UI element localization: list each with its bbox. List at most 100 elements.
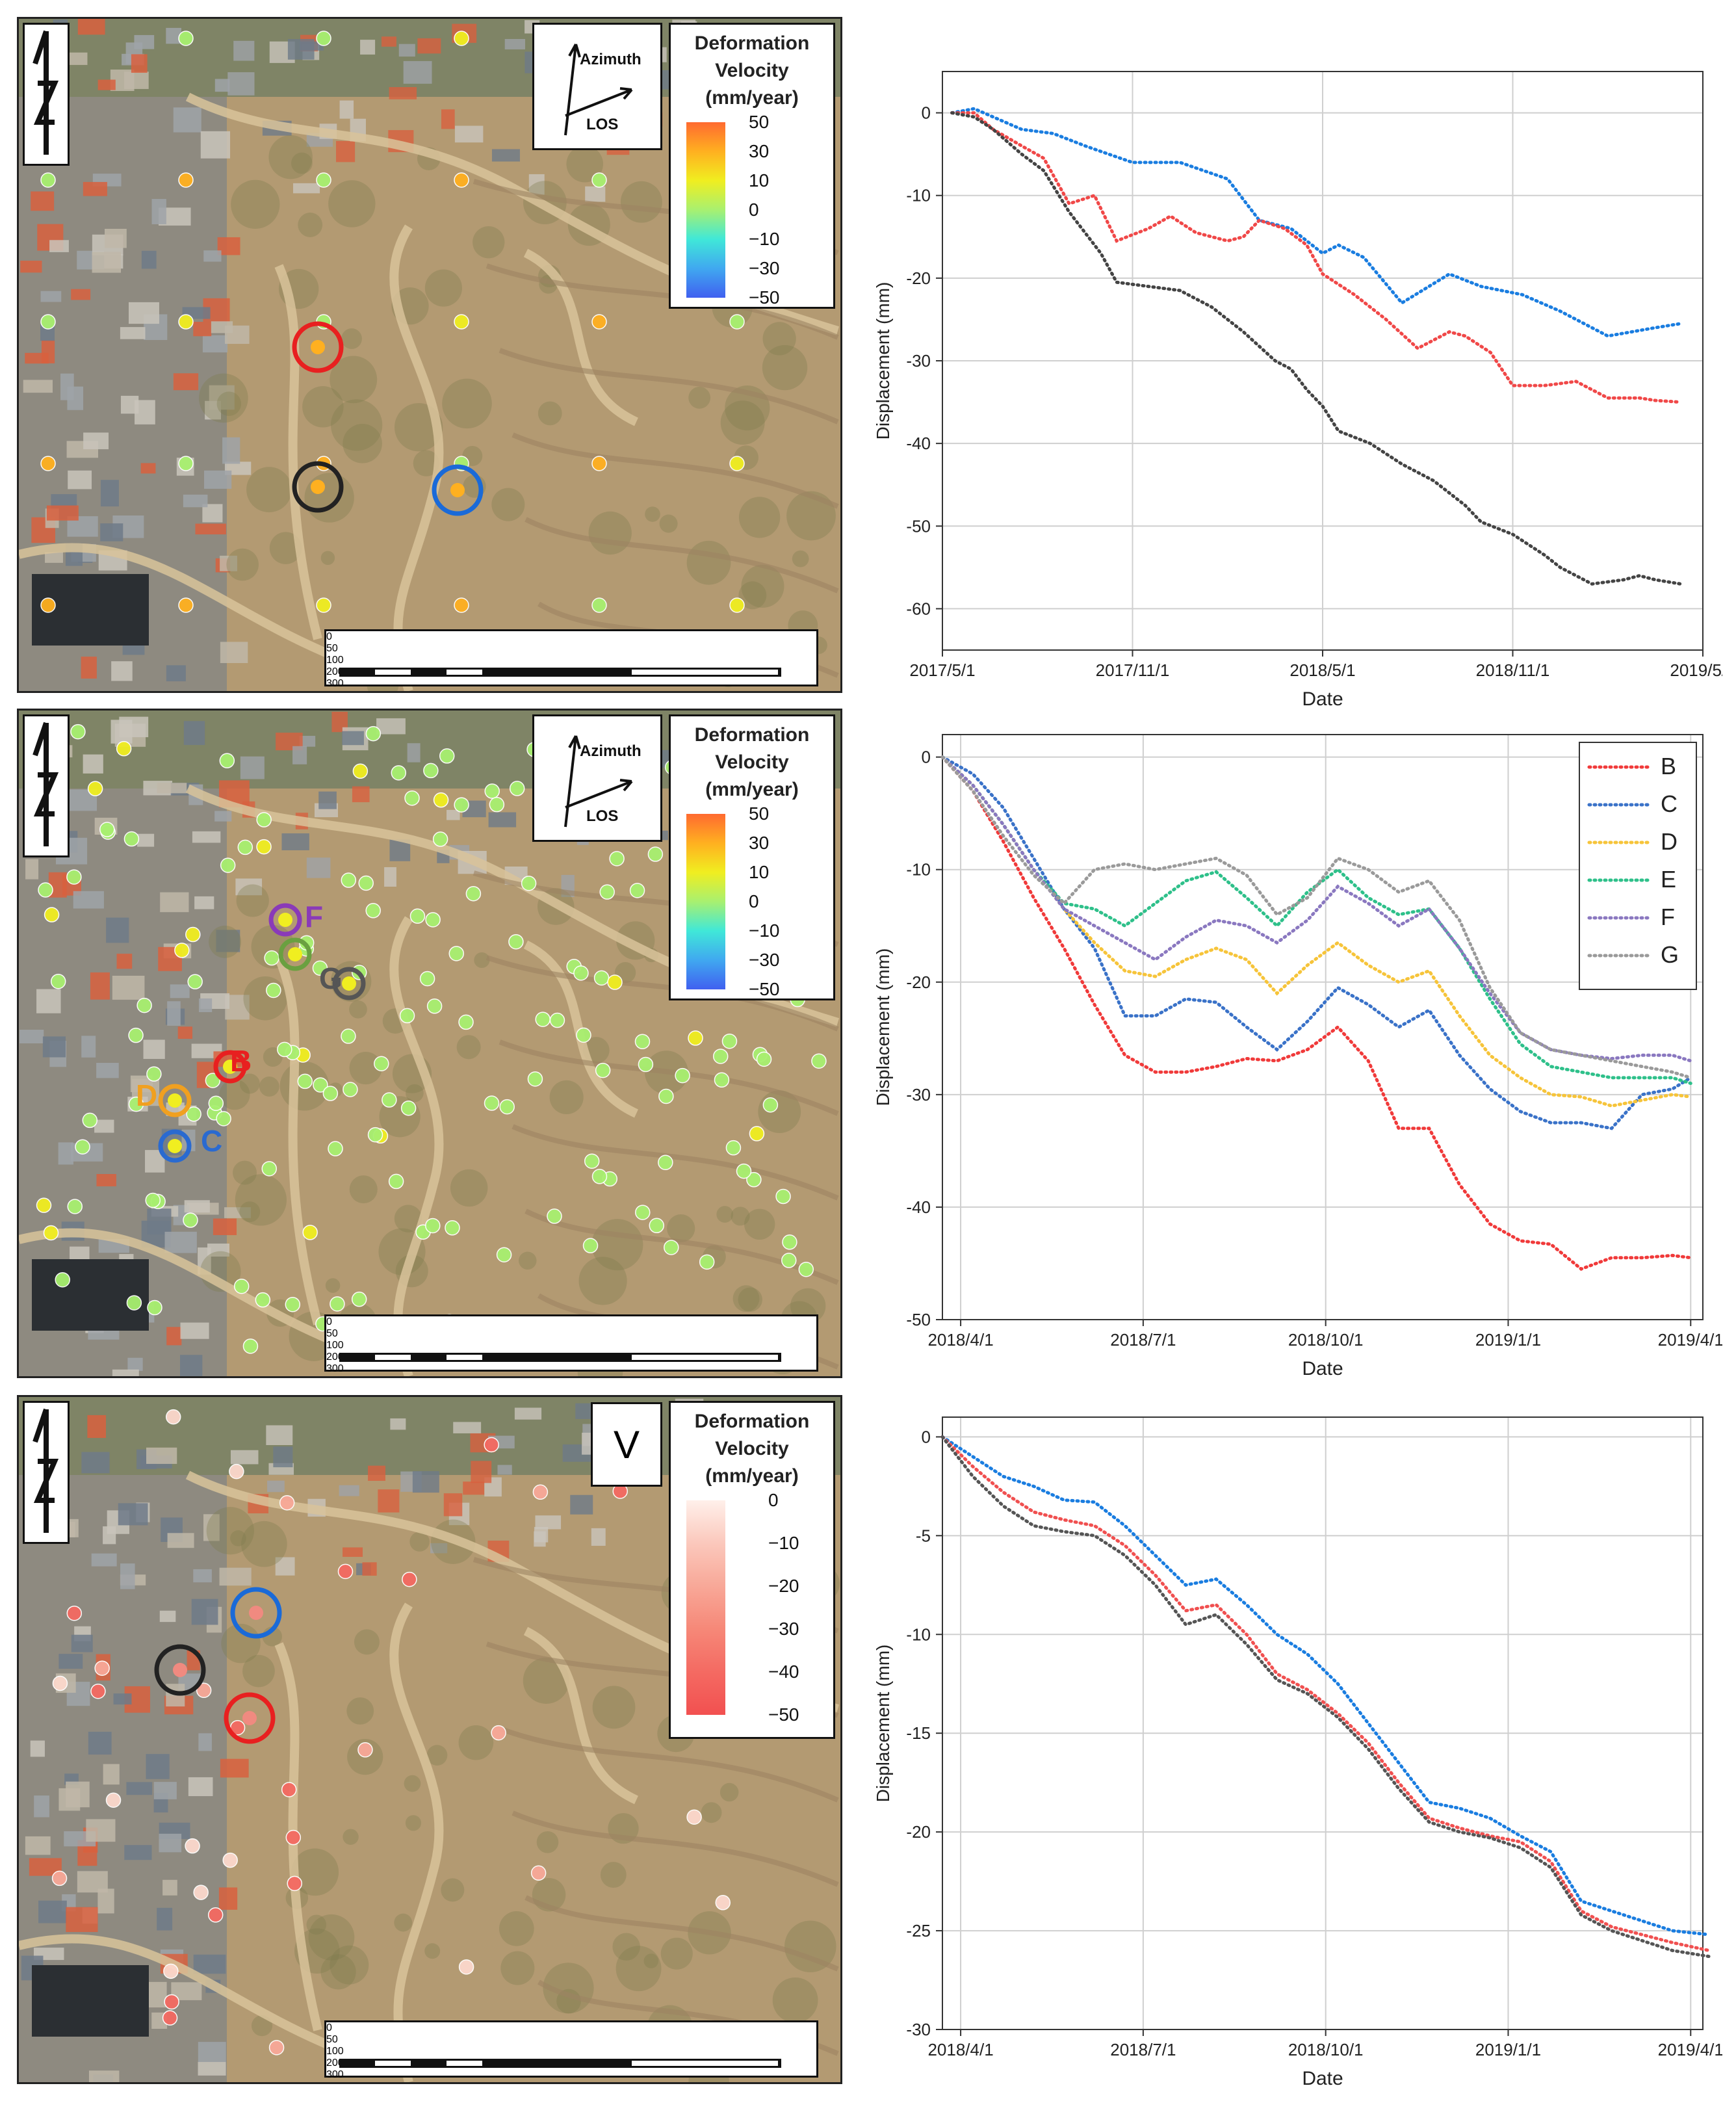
legend-box: Deformation Velocity (mm/year) 50 30 10 0 −10 −3…: [669, 23, 835, 309]
ps-point: [216, 1111, 231, 1127]
scale-unit: m: [326, 1375, 816, 1376]
chart-legend-box: [1579, 742, 1697, 990]
scale-bar: 050100200300m: [324, 1314, 818, 1376]
ps-point: [264, 950, 279, 966]
legend-tick-label: −50: [749, 287, 780, 307]
series-line-blue-circle-point: [940, 1435, 1711, 1937]
ps-point: [256, 839, 272, 855]
scale-bar-graphic: [339, 668, 781, 677]
series-line-black-circle-point: [940, 1435, 1711, 1959]
road-path: [523, 248, 638, 426]
ps-point: [43, 1225, 59, 1241]
ps-point: [242, 1338, 259, 1354]
ps-point: [499, 1099, 515, 1115]
legend-tick-label: −10: [749, 229, 780, 249]
ps-point: [591, 1169, 608, 1184]
legend-title-line: Velocity: [715, 1438, 789, 1459]
y-tick-label: 0: [922, 1427, 931, 1446]
ps-point: [712, 1049, 729, 1064]
scale-unit: m: [326, 690, 816, 691]
highlight-circle: [332, 967, 366, 1000]
ps-point: [146, 1066, 162, 1082]
x-axis-label: Date: [1302, 1358, 1343, 1379]
x-tick-label: 2018/4/1: [927, 1330, 993, 1350]
y-tick-label: -25: [906, 1921, 931, 1940]
ps-point: [439, 748, 455, 764]
legend-tick-label: 30: [749, 141, 770, 161]
ps-point: [75, 1139, 90, 1155]
ps-point: [70, 724, 86, 740]
legend-tick-label: −50: [768, 1704, 799, 1725]
highlighted-point: [168, 1093, 182, 1108]
x-tick-label: 2018/5/1: [1289, 660, 1355, 680]
ps-point: [94, 1660, 110, 1676]
x-tick-label: 2018/7/1: [1110, 1330, 1176, 1350]
road-path: [523, 1626, 638, 1805]
ps-point: [591, 456, 607, 471]
highlighted-point: [311, 340, 325, 354]
legend-title-line: Deformation: [694, 724, 810, 746]
legend-label-D: D: [1661, 828, 1678, 855]
ps-point: [266, 982, 281, 998]
legend-title-line: Deformation: [694, 1411, 810, 1432]
scale-tick-label: 50: [326, 643, 338, 654]
highlighted-point: [278, 913, 292, 927]
ps-point: [313, 1077, 328, 1093]
ps-point: [268, 2040, 285, 2055]
ps-point: [454, 31, 469, 46]
legend-tick-label: −10: [749, 920, 780, 941]
ps-point: [183, 1212, 198, 1228]
v-label-box: V: [591, 1402, 662, 1487]
scale-tick-label: 50: [326, 1328, 338, 1339]
ps-point: [187, 974, 203, 989]
ps-point: [365, 725, 382, 742]
ps-point: [40, 172, 56, 188]
legend-tick-label: 0: [749, 200, 759, 220]
los-label: LOS: [586, 807, 619, 825]
ps-point: [454, 172, 469, 188]
ps-point: [382, 1092, 397, 1108]
ps-point: [36, 1197, 52, 1213]
ps-point: [322, 1086, 339, 1101]
ps-point: [44, 907, 60, 922]
legend-title-line: Velocity: [715, 60, 789, 81]
point-label-G: G: [319, 961, 343, 995]
ps-point: [433, 792, 449, 808]
legend-label-G: G: [1661, 941, 1679, 968]
ps-point: [277, 1041, 292, 1058]
ps-point: [402, 1571, 417, 1587]
legend-tick-label: −50: [749, 979, 780, 999]
highlighted-point: [242, 1711, 257, 1725]
ps-point: [357, 1742, 373, 1758]
highlight-circle: [432, 464, 484, 516]
ps-point: [302, 1225, 318, 1240]
y-tick-label: -50: [906, 516, 931, 536]
ps-point: [782, 1234, 797, 1250]
ps-point: [423, 763, 439, 779]
point-label-F: F: [305, 900, 324, 933]
series-line-b: [940, 755, 1692, 1271]
series-line-g: [940, 755, 1692, 1080]
y-tick-label: -30: [906, 1085, 931, 1104]
point-label-D: D: [136, 1078, 158, 1112]
ps-point: [219, 753, 235, 768]
ps-point: [330, 1296, 345, 1312]
north-arrow-icon: [32, 722, 59, 846]
ps-point: [489, 796, 505, 813]
ps-point: [746, 1171, 762, 1188]
ps-point: [484, 1095, 500, 1111]
series-line-red-circle-point: [950, 111, 1683, 404]
ps-point: [255, 1292, 271, 1308]
x-axis-label: Date: [1302, 688, 1343, 710]
point-label-C: C: [201, 1124, 223, 1158]
ps-point: [530, 1865, 547, 1881]
ps-point: [658, 1155, 673, 1171]
ps-point: [535, 1011, 551, 1027]
road-path: [389, 916, 444, 1376]
legend-title: Deformation Velocity (mm/year): [671, 30, 833, 112]
north-arrow-icon: [32, 30, 59, 155]
highlight-circle: [278, 937, 312, 971]
legend-colorbar: [686, 814, 725, 989]
highlighted-point: [168, 1139, 182, 1153]
x-tick-label: 2019/4/1: [1658, 2040, 1722, 2059]
